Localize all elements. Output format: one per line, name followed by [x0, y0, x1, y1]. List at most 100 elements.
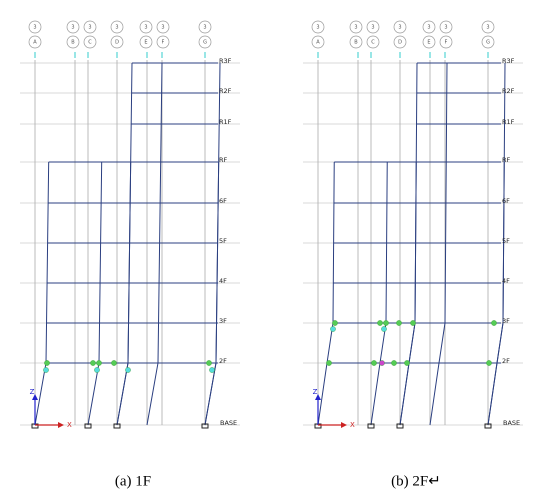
plastic-hinge [486, 360, 492, 366]
grid-bubble-label: C [88, 40, 92, 46]
grid-bubble [349, 20, 363, 34]
column [317, 161, 335, 426]
grid-bubble [66, 35, 80, 49]
column [204, 62, 221, 426]
plastic-hinge [44, 360, 50, 366]
plastic-hinge [383, 320, 389, 326]
caption: (b) 2F↵ [391, 473, 441, 489]
grid-bubble-label: 3 [486, 25, 489, 31]
grid-bubble-label: G [203, 40, 207, 46]
plastic-hinge [410, 320, 416, 326]
plastic-hinge [90, 360, 96, 366]
story-label: 5F [219, 237, 227, 245]
x-label: X [67, 421, 72, 429]
grid-bubble [366, 20, 380, 34]
support [84, 423, 92, 429]
plastic-hinge [209, 367, 215, 373]
grid-bubble [422, 20, 436, 34]
story-label: 3F [219, 317, 227, 325]
support [484, 423, 492, 429]
caption: (a) 1F [115, 473, 151, 489]
column [146, 62, 163, 426]
story-label: R3F [502, 57, 515, 65]
plastic-hinge [326, 360, 332, 366]
grid-bubble [110, 35, 124, 49]
grid-bubble-label: C [371, 40, 375, 46]
plastic-hinge [125, 367, 131, 373]
plastic-hinge [377, 320, 383, 326]
plastic-hinge [404, 360, 410, 366]
story-label: BASE [503, 419, 520, 427]
plastic-hinge [396, 320, 402, 326]
column [487, 62, 506, 426]
story-label: BASE [220, 419, 237, 427]
grid-bubble [139, 35, 153, 49]
story-label: R2F [502, 87, 515, 95]
grid-bubble-label: F [445, 40, 448, 46]
grid-bubble-label: 3 [88, 25, 91, 31]
grid-bubble-label: 3 [203, 25, 206, 31]
grid-bubble [481, 20, 495, 34]
grid-bubble [481, 35, 495, 49]
grid-bubble [393, 35, 407, 49]
plastic-hinge [94, 367, 100, 373]
plastic-hinge [96, 360, 102, 366]
story-label: RF [502, 156, 511, 164]
grid-bubble [366, 35, 380, 49]
grid-bubble [198, 35, 212, 49]
support [113, 423, 121, 429]
grid-bubble-label: 3 [144, 25, 147, 31]
frame-panel: 3A3B3C3D3E3F3GR3FR2FR1FRF6F5F4F3F2FBASEZ… [303, 20, 523, 489]
grid-bubble-label: F [162, 40, 165, 46]
grid-bubble-label: 3 [427, 25, 430, 31]
support [201, 423, 209, 429]
support [396, 423, 404, 429]
plastic-hinge [391, 360, 397, 366]
story-label: 2F [502, 357, 510, 365]
support [367, 423, 375, 429]
grid-bubble-label: E [144, 40, 147, 46]
column [370, 161, 388, 426]
grid-bubble [110, 20, 124, 34]
grid-bubble-label: 3 [161, 25, 164, 31]
plastic-hinge [332, 320, 338, 326]
grid-bubble-label: A [33, 40, 37, 46]
grid-bubble-label: 3 [444, 25, 447, 31]
plastic-hinge [111, 360, 117, 366]
grid-bubble [156, 35, 170, 49]
column [87, 161, 103, 426]
story-label: 4F [219, 277, 227, 285]
grid-bubble [311, 20, 325, 34]
grid-bubble [83, 20, 97, 34]
plastic-hinge [491, 320, 497, 326]
column [116, 62, 133, 426]
story-label: R3F [219, 57, 232, 65]
plastic-hinge [379, 360, 385, 366]
grid-bubble-label: 3 [371, 25, 374, 31]
column [429, 62, 448, 426]
plastic-hinge [330, 326, 336, 332]
grid-bubble-label: G [486, 40, 490, 46]
grid-bubble [422, 35, 436, 49]
grid-bubble [198, 20, 212, 34]
x-arrow [58, 422, 64, 428]
grid-bubble-label: B [354, 40, 358, 46]
frame-panel: 3A3B3C3D3E3F3GR3FR2FR1FRF6F5F4F3F2FBASEZ… [20, 20, 240, 489]
grid-bubble-label: 3 [71, 25, 74, 31]
grid-bubble [439, 20, 453, 34]
grid-bubble-label: 3 [398, 25, 401, 31]
grid-bubble [28, 20, 42, 34]
column [34, 161, 50, 426]
z-label: Z [313, 388, 318, 396]
grid-bubble [156, 20, 170, 34]
story-label: 6F [502, 197, 510, 205]
story-label: 6F [219, 197, 227, 205]
story-label: 4F [502, 277, 510, 285]
grid-bubble-label: D [115, 40, 119, 46]
z-label: Z [30, 388, 35, 396]
plastic-hinge [371, 360, 377, 366]
z-arrow [32, 394, 38, 400]
grid-bubble [393, 20, 407, 34]
grid-bubble [311, 35, 325, 49]
